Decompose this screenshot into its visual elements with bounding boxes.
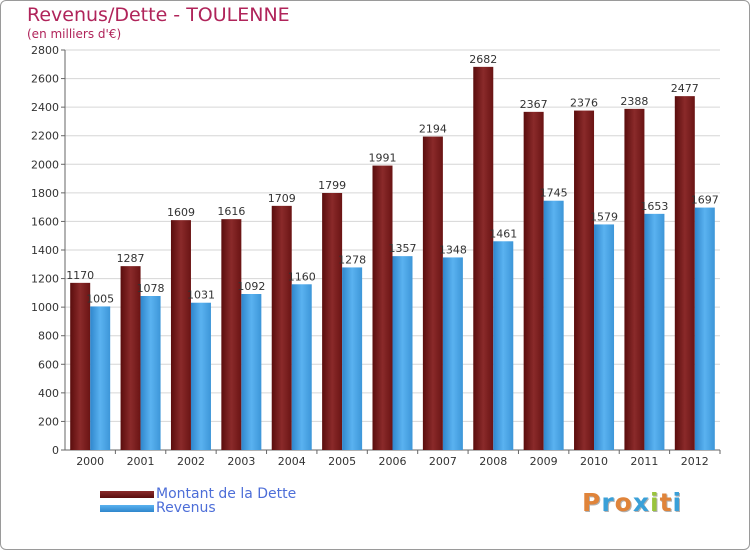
y-tick-label: 2200 [31, 130, 59, 143]
data-label-debt-2010: 2376 [570, 97, 598, 110]
bar-revenue-2005 [342, 267, 363, 450]
axes: 0 200 400 600 800 1000 1200 1400 1600 1800 2000 220… [31, 44, 721, 468]
y-tick-label: 1800 [31, 187, 59, 200]
data-labels: 1170 1005 1287 1078 1609 1031 1616 1092 1709 1160… [66, 53, 719, 306]
bar-revenue-2004 [291, 284, 312, 450]
y-tick-label: 2400 [31, 101, 59, 114]
data-label-revenue-2001: 1078 [137, 282, 165, 295]
legend-item-debt: Montant de la Dette [100, 486, 296, 502]
y-tick-label: 1600 [31, 215, 59, 228]
bar-debt-2002 [170, 220, 191, 450]
legend-label-debt: Montant de la Dette [156, 486, 297, 502]
x-tick-label: 2003 [227, 455, 255, 468]
data-label-revenue-2010: 1579 [590, 210, 618, 223]
x-tick-label: 2006 [379, 455, 407, 468]
x-tick-label: 2011 [630, 455, 658, 468]
data-label-debt-2001: 1287 [117, 252, 145, 265]
legend-label-revenue: Revenus [156, 500, 216, 516]
bar-revenue-2001 [140, 296, 161, 450]
y-tick-label: 800 [38, 330, 59, 343]
x-tick-label: 2002 [177, 455, 205, 468]
x-tick-label: 2010 [580, 455, 608, 468]
bar-revenue-2006 [392, 256, 413, 450]
y-tick-label: 2800 [31, 44, 59, 57]
x-tick-label: 2001 [127, 455, 155, 468]
bar-debt-2006 [372, 165, 393, 451]
data-label-debt-2005: 1799 [318, 179, 346, 192]
data-label-revenue-2004: 1160 [288, 270, 316, 283]
x-tick-label: 2005 [328, 455, 356, 468]
data-label-revenue-2011: 1653 [640, 200, 668, 213]
y-tick-label: 1000 [31, 301, 59, 314]
data-label-debt-2012: 2477 [671, 82, 699, 95]
x-tick-label: 2004 [278, 455, 306, 468]
y-tick-label: 600 [38, 358, 59, 371]
bar-revenue-2010 [594, 224, 615, 450]
bar-debt-2012 [674, 96, 695, 451]
legend-swatch-revenue [100, 504, 154, 512]
data-label-revenue-2003: 1092 [237, 280, 265, 293]
bar-revenue-2012 [694, 207, 715, 450]
data-label-revenue-2007: 1348 [439, 243, 467, 256]
x-tick-label: 2000 [76, 455, 104, 468]
bar-debt-2010 [574, 110, 595, 451]
data-label-revenue-2006: 1357 [389, 242, 417, 255]
data-label-debt-2002: 1609 [167, 206, 195, 219]
x-tick-label: 2007 [429, 455, 457, 468]
data-label-debt-2003: 1616 [217, 205, 245, 218]
legend-item-revenue: Revenus [100, 500, 216, 516]
data-label-revenue-2012: 1697 [691, 194, 719, 207]
legend-swatch-debt [100, 490, 154, 498]
x-tick-label: 2009 [530, 455, 558, 468]
data-label-debt-2006: 1991 [369, 152, 397, 165]
y-tick-label: 0 [52, 444, 59, 457]
chart-subtitle: (en milliers d'€) [27, 27, 122, 41]
data-label-debt-2004: 1709 [268, 192, 296, 205]
data-label-revenue-2009: 1745 [540, 187, 568, 200]
bar-debt-2004 [271, 205, 292, 450]
data-label-debt-2008: 2682 [469, 53, 497, 66]
y-tick-label: 1200 [31, 273, 59, 286]
data-label-debt-2007: 2194 [419, 123, 447, 136]
y-tick-label: 2600 [31, 73, 59, 86]
bar-revenue-2011 [644, 213, 665, 450]
bar-revenue-2007 [442, 257, 463, 450]
data-label-debt-2011: 2388 [620, 95, 648, 108]
bar-revenue-2002 [190, 302, 211, 450]
data-label-revenue-2005: 1278 [338, 253, 366, 266]
data-label-revenue-2000: 1005 [86, 292, 114, 305]
chart-title: Revenus/Dette - TOULENNE [27, 4, 290, 26]
bar-debt-2000 [70, 282, 91, 450]
y-tick-label: 2000 [31, 158, 59, 171]
bar-debt-2001 [120, 266, 141, 450]
data-label-debt-2009: 2367 [520, 98, 548, 111]
bar-debt-2008 [473, 66, 494, 450]
x-tick-label: 2012 [681, 455, 709, 468]
bar-debt-2003 [221, 219, 242, 450]
bar-debt-2011 [624, 108, 645, 450]
bar-debt-2009 [523, 111, 544, 450]
data-label-revenue-2002: 1031 [187, 289, 215, 302]
data-label-debt-2000: 1170 [66, 269, 94, 282]
bar-revenue-2008 [493, 241, 514, 450]
bar-revenue-2000 [90, 306, 111, 450]
bar-debt-2005 [322, 193, 343, 450]
y-tick-label: 400 [38, 387, 59, 400]
y-tick-label: 1400 [31, 244, 59, 257]
bar-revenue-2003 [241, 294, 262, 450]
bar-debt-2007 [422, 136, 443, 451]
x-tick-label: 2008 [479, 455, 507, 468]
proxiti-logo: Proxiti [582, 488, 683, 517]
data-label-revenue-2008: 1461 [489, 227, 517, 240]
y-tick-label: 200 [38, 415, 59, 428]
bar-revenue-2009 [543, 200, 564, 450]
bars [70, 66, 715, 451]
